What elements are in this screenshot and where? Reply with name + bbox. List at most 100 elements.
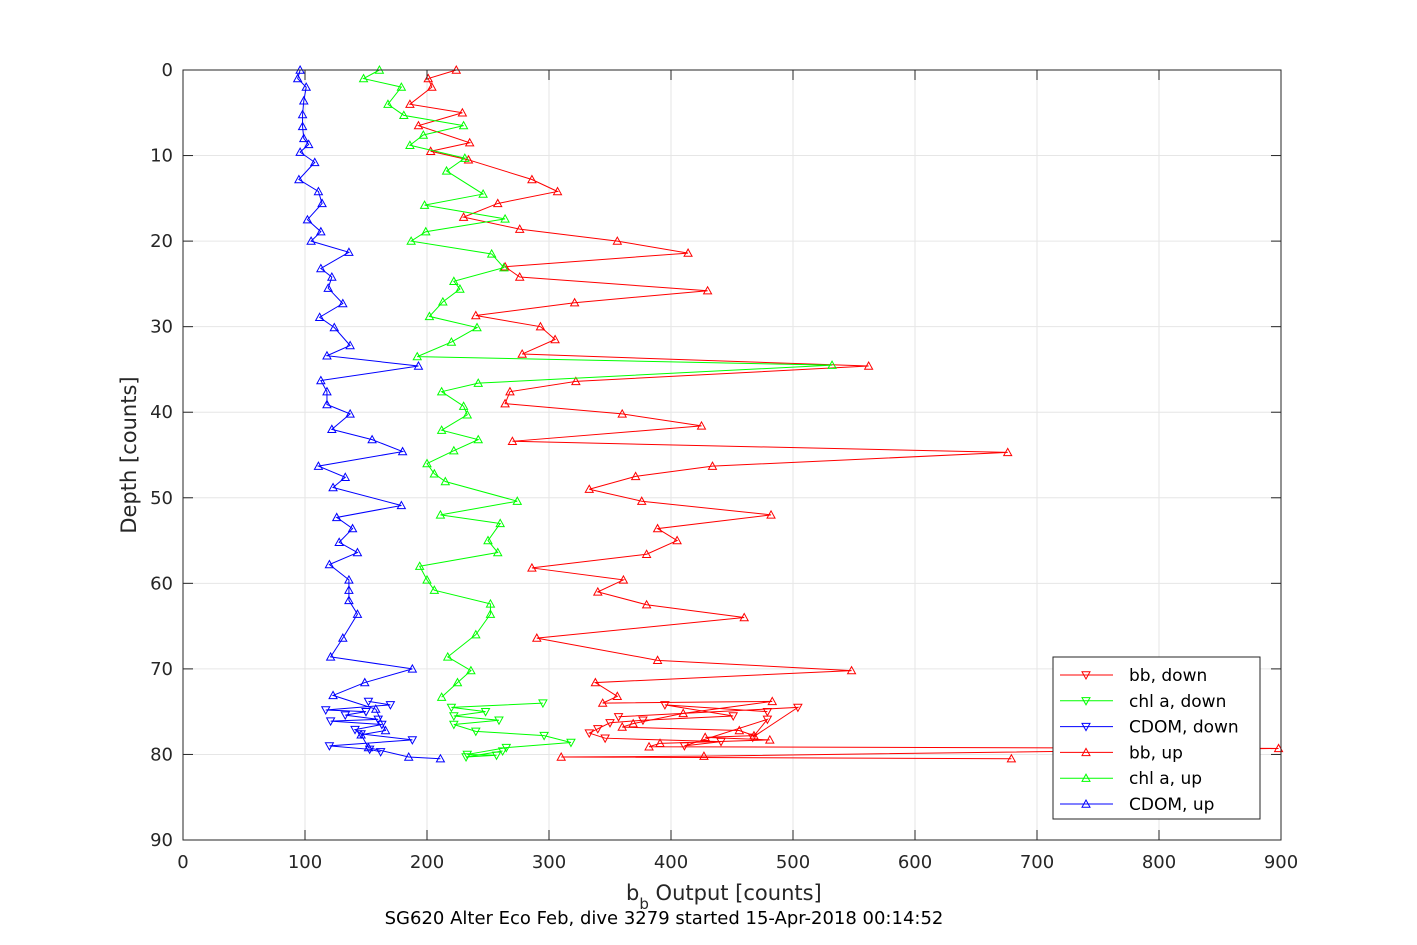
- series-chl-a-up: [358, 64, 837, 701]
- data-point: [363, 742, 374, 752]
- data-point: [527, 174, 537, 184]
- data-point: [406, 236, 416, 245]
- data-point: [322, 399, 332, 409]
- data-point: [492, 198, 503, 208]
- data-point: [448, 720, 459, 730]
- data-point: [316, 263, 326, 273]
- data-point: [600, 734, 610, 744]
- data-point: [298, 133, 309, 143]
- data-point: [569, 297, 580, 307]
- data-point: [764, 734, 775, 744]
- data-point: [466, 665, 476, 675]
- data-point: [350, 725, 360, 735]
- data-point: [570, 376, 581, 386]
- x-axis-label: bb Output [counts]: [626, 881, 822, 913]
- data-point: [340, 711, 351, 721]
- data-point: [739, 612, 750, 622]
- data-point: [535, 321, 546, 331]
- data-point: [566, 738, 576, 748]
- data-point: [644, 741, 654, 751]
- data-point: [660, 701, 670, 710]
- data-point: [702, 285, 713, 295]
- data-point: [463, 154, 474, 164]
- data-point: [863, 360, 874, 370]
- data-point: [422, 458, 432, 468]
- data-point: [527, 562, 537, 572]
- data-point: [317, 198, 327, 208]
- data-point: [441, 165, 452, 175]
- data-point: [383, 99, 393, 108]
- data-point: [458, 212, 469, 221]
- y-axis-label: Depth [counts]: [117, 376, 141, 533]
- data-point: [470, 727, 481, 737]
- data-point: [403, 751, 414, 761]
- y-tick-label: 10: [150, 146, 173, 167]
- data-point: [483, 535, 493, 545]
- data-point: [420, 226, 431, 236]
- data-point: [492, 547, 503, 557]
- series-layer: [292, 64, 1284, 763]
- data-point: [700, 732, 711, 742]
- data-point: [314, 312, 325, 321]
- data-point: [638, 716, 648, 726]
- data-point: [295, 147, 305, 156]
- data-point: [418, 129, 429, 139]
- legend-entry: CDOM, up: [1129, 795, 1214, 815]
- data-point: [446, 703, 457, 713]
- data-point: [429, 585, 440, 594]
- data-point: [556, 751, 567, 761]
- legend-marker: [1081, 773, 1091, 782]
- data-point: [480, 707, 491, 717]
- data-point: [429, 468, 440, 478]
- data-point: [422, 574, 432, 584]
- data-point: [337, 633, 348, 642]
- series-cdom-up: [292, 64, 446, 763]
- data-point: [539, 731, 549, 741]
- y-tick-label: 70: [150, 659, 173, 680]
- data-point: [499, 262, 509, 272]
- data-point: [298, 95, 309, 105]
- data-point: [612, 691, 623, 700]
- data-point: [592, 586, 603, 596]
- data-point: [1006, 753, 1017, 763]
- x-tick-label: 800: [1142, 852, 1176, 873]
- data-point: [505, 386, 515, 396]
- data-point: [436, 425, 447, 434]
- y-tick-label: 40: [150, 402, 173, 423]
- data-point: [494, 716, 504, 726]
- data-point: [340, 472, 351, 481]
- data-point: [672, 535, 682, 545]
- data-point: [352, 609, 363, 618]
- data-point: [345, 340, 355, 350]
- data-point: [405, 99, 415, 108]
- data-point: [617, 408, 628, 418]
- data-point: [358, 73, 369, 83]
- data-point: [356, 729, 366, 739]
- data-point: [331, 512, 342, 522]
- data-point: [827, 360, 837, 369]
- data-point: [328, 690, 338, 700]
- ticks: 0 100 200 300 400 500 600 700 800 900 0 10 20 30 40 50 6…: [150, 60, 1298, 873]
- y-tick-label: 20: [150, 231, 173, 252]
- data-point: [617, 722, 628, 731]
- data-point: [531, 633, 542, 642]
- y-tick-label: 30: [150, 317, 173, 338]
- data-point: [302, 214, 313, 224]
- data-point: [641, 549, 652, 558]
- data-point: [440, 476, 451, 486]
- data-point: [292, 73, 303, 83]
- data-point: [652, 523, 663, 533]
- data-point: [584, 729, 595, 739]
- data-point: [507, 436, 518, 446]
- data-point: [478, 189, 488, 198]
- data-point: [412, 351, 423, 361]
- data-point: [495, 518, 506, 528]
- legend-entry: CDOM, down: [1129, 718, 1239, 738]
- data-point: [323, 283, 334, 292]
- x-tick-label: 500: [776, 852, 810, 873]
- data-point: [641, 599, 652, 609]
- x-tick-label: 700: [1020, 852, 1054, 873]
- y-tick-label: 90: [150, 830, 173, 851]
- x-tick-label: 100: [288, 852, 322, 873]
